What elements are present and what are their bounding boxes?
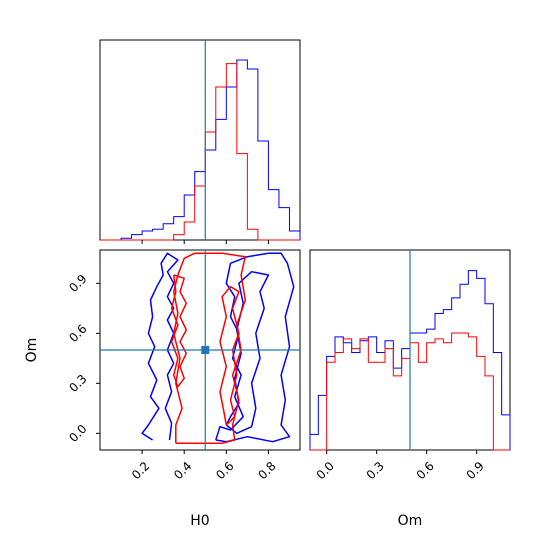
contour-xtick-label: 0.8 (255, 459, 278, 482)
contour-blue-inner (225, 270, 270, 435)
om-histogram-xtick-label: 0.0 (314, 459, 337, 482)
contour-xtick-label: 0.2 (129, 459, 152, 482)
contour-xlabel: H0 (190, 513, 209, 529)
om-histogram-xtick-label: 0.9 (464, 459, 487, 482)
h0-histogram-series-red (100, 63, 300, 241)
contour-xtick-label: 0.4 (171, 459, 194, 482)
om-histogram-xtick-label: 0.6 (414, 459, 437, 482)
contour-panel: 0.2 0.4 0.6 0.8 0.0 0.3 0.6 0.9 H0 Om (24, 249, 301, 529)
om-histogram-marks: 0.0 0.3 0.6 0.9 (309, 250, 511, 482)
contour-ytick-label: 0.0 (66, 422, 89, 445)
om-histogram-panel: 0.0 0.3 0.6 0.9 Om (309, 249, 511, 529)
contour-blue-outer (141, 252, 179, 441)
contour-ytick-label: 0.9 (66, 272, 89, 295)
contour-red-inner (219, 285, 240, 426)
h0-histogram-marks (100, 40, 301, 244)
contour-ytick-label: 0.6 (66, 322, 89, 345)
om-histogram-xtick-label: 0.3 (364, 459, 387, 482)
h0-histogram-series-blue (100, 59, 301, 241)
contour-red-outer (172, 252, 247, 445)
h0-histogram-frame (99, 39, 301, 241)
contour-xtick-label: 0.6 (213, 459, 236, 482)
contour-truth-marker (201, 346, 210, 354)
contour-ytick-label: 0.3 (66, 372, 89, 395)
om-histogram-xlabel: Om (398, 513, 423, 529)
contour-red-inner-left (170, 274, 188, 388)
h0-histogram-panel (99, 39, 301, 244)
contour-ylabel: Om (24, 338, 40, 363)
contour-marks: 0.2 0.4 0.6 0.8 0.0 0.3 0.6 0.9 (66, 250, 300, 482)
